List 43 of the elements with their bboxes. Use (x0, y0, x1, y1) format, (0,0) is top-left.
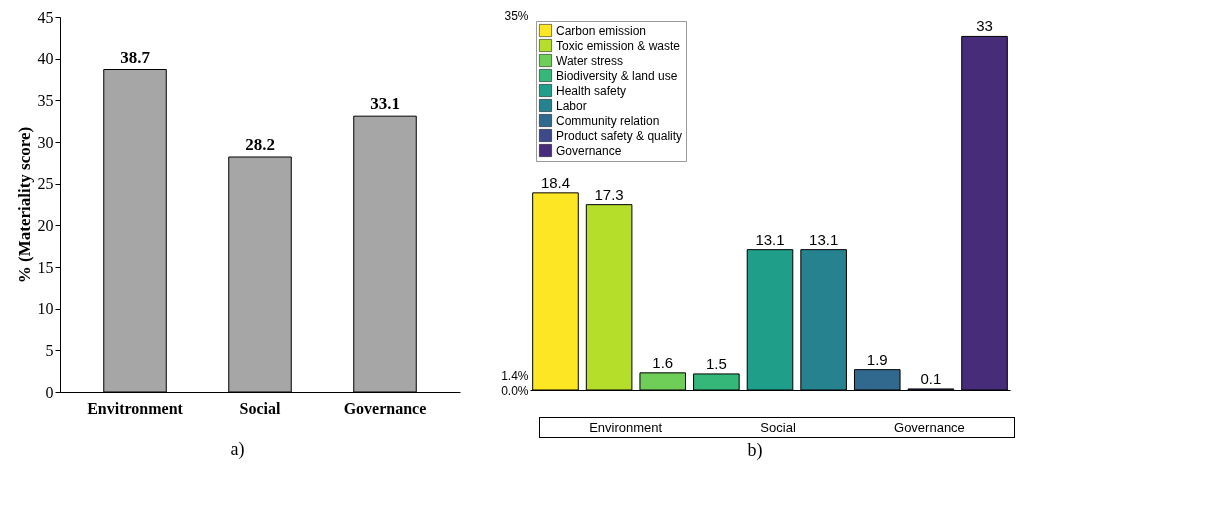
x-tick-label: Envitronment (87, 399, 184, 417)
y-tick-label: 35 (37, 91, 54, 109)
y-tick-label: 20 (37, 216, 54, 234)
data-label: 17.3 (594, 185, 624, 203)
legend-label: Health safety (556, 83, 627, 98)
text: Environment (589, 420, 663, 435)
data-label: 1.5 (705, 354, 727, 372)
data-label: 1.6 (652, 353, 674, 371)
y-tick-label: 35% (504, 8, 529, 23)
y-tick-label: 25 (37, 175, 54, 193)
data-label: 18.4 (540, 173, 571, 191)
data-label: 13.1 (809, 230, 839, 248)
x-tick-label: Governance (343, 399, 427, 417)
data-label: 0.1 (920, 369, 942, 387)
x-tick-label: Social (239, 399, 281, 417)
data-label: 28.2 (245, 135, 275, 154)
text: b) (746, 440, 764, 461)
y-tick-label: 10 (37, 300, 54, 318)
y-axis-title: % (Materiality score) (14, 126, 34, 284)
y-tick-label: 45 (37, 8, 54, 26)
legend-label: Biodiversity & land use (556, 68, 678, 83)
legend-label: Labor (556, 98, 587, 113)
y-tick-label: 1.4% (501, 368, 529, 383)
y-tick-label: 15 (37, 258, 54, 276)
legend-label: Product safety & quality (556, 128, 683, 143)
legend-label: Carbon emission (556, 23, 647, 38)
data-label: 33.1 (370, 94, 400, 114)
y-tick-label: 30 (37, 133, 54, 151)
text: a) (229, 439, 246, 460)
y-tick-label: 5 (45, 341, 54, 359)
data-label: 38.7 (120, 47, 151, 67)
y-tick-label: 40 (37, 50, 54, 68)
data-label: 13.1 (755, 230, 785, 248)
legend-label: Toxic emission & waste (556, 38, 681, 53)
legend-label: Community relation (556, 113, 660, 128)
data-label: 1.9 (866, 350, 888, 368)
y-tick-label: 0 (45, 383, 54, 401)
text: Social (760, 420, 796, 435)
legend-label: Governance (556, 143, 622, 158)
data-label: 33 (976, 17, 993, 35)
y-tick-label: 0.0% (501, 383, 529, 398)
legend-label: Water stress (556, 53, 623, 68)
text: Governance (894, 420, 965, 435)
